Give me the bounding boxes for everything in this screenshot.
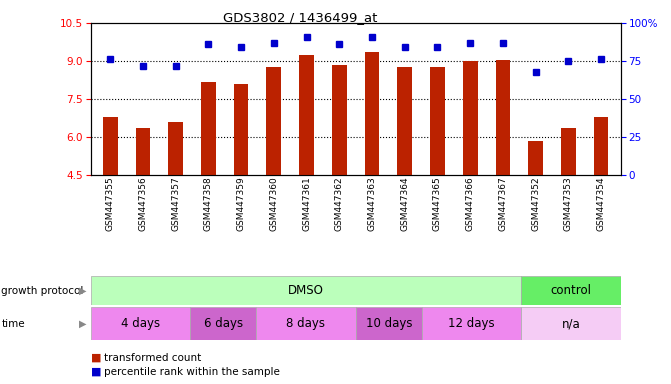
Bar [234,84,248,175]
Text: ■: ■ [91,367,101,377]
Text: transformed count: transformed count [104,353,201,363]
Bar [561,128,576,175]
Bar [364,52,379,175]
Bar [528,141,543,175]
Text: growth protocol: growth protocol [1,286,84,296]
Bar [463,61,478,175]
Text: percentile rank within the sample: percentile rank within the sample [104,367,280,377]
Bar [190,307,256,340]
Text: control: control [550,285,591,297]
Bar [168,122,183,175]
Text: ▶: ▶ [79,318,87,329]
Text: 4 days: 4 days [121,317,160,330]
Bar [422,307,521,340]
Bar [521,276,621,305]
Bar [266,67,281,175]
Text: ■: ■ [91,353,101,363]
Text: 10 days: 10 days [366,317,412,330]
Bar [356,307,422,340]
Bar [495,60,510,175]
Bar [136,128,150,175]
Text: 8 days: 8 days [287,317,325,330]
Bar [201,83,216,175]
Bar [103,117,117,175]
Bar [397,67,412,175]
Text: GDS3802 / 1436499_at: GDS3802 / 1436499_at [223,12,378,25]
Bar [521,307,621,340]
Bar [430,67,445,175]
Text: DMSO: DMSO [288,285,324,297]
Text: time: time [1,318,25,329]
Text: 6 days: 6 days [203,317,243,330]
Text: 12 days: 12 days [448,317,495,330]
Text: n/a: n/a [562,317,580,330]
Bar [91,307,190,340]
Bar [256,307,356,340]
Bar [332,65,347,175]
Bar [594,117,609,175]
Bar [299,55,314,175]
Bar [91,276,521,305]
Text: ▶: ▶ [79,286,87,296]
